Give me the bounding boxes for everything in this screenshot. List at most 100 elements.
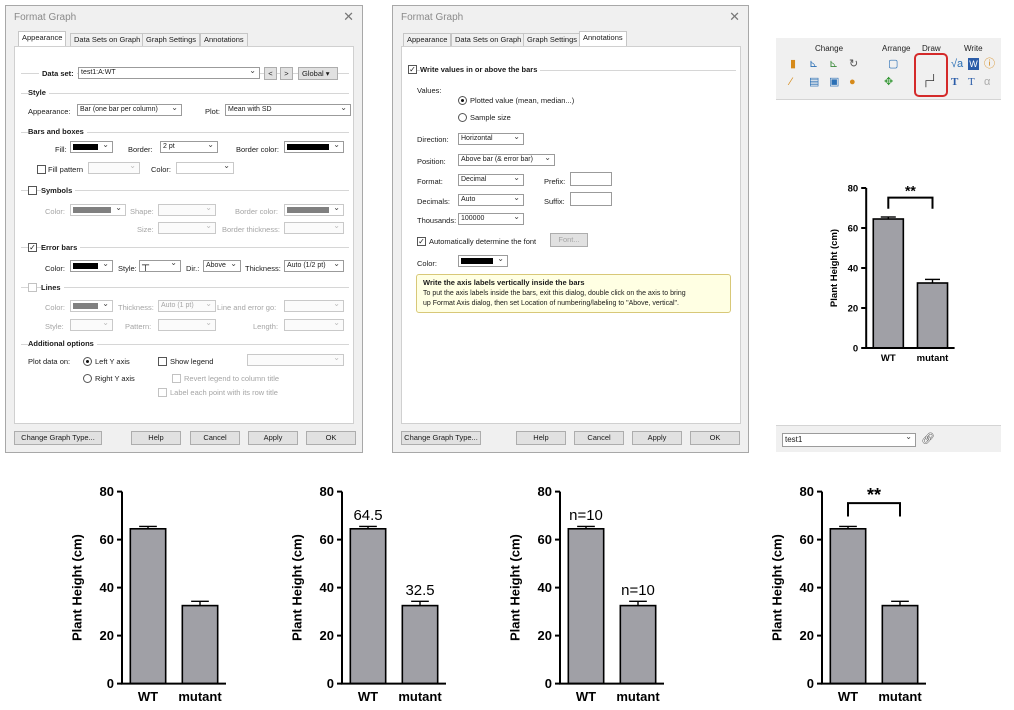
text-icon[interactable]: T	[968, 76, 975, 88]
group-icon[interactable]: ✥	[884, 76, 894, 88]
tab-graph-settings[interactable]: Graph Settings	[523, 33, 582, 46]
data-set-select[interactable]: test1:A:WT	[78, 67, 260, 79]
help-button[interactable]: Help	[516, 431, 566, 445]
border-color-swatch[interactable]	[284, 140, 344, 153]
color-scheme-icon[interactable]: ●	[849, 76, 856, 88]
lines-checkbox[interactable]	[28, 283, 37, 292]
format-select[interactable]: Decimal	[458, 174, 524, 186]
tab-annotations[interactable]: Annotations	[200, 33, 248, 46]
x-tick-label: WT	[358, 689, 378, 704]
font-button[interactable]: Font...	[550, 233, 588, 247]
revert-legend-checkbox[interactable]	[172, 374, 181, 383]
close-icon[interactable]: ✕	[729, 9, 740, 24]
tab-appearance[interactable]: Appearance	[403, 33, 452, 46]
write-values-checkbox[interactable]: ✓	[408, 65, 417, 74]
tab-appearance[interactable]: Appearance	[18, 31, 67, 46]
auto-font-checkbox[interactable]: ✓	[417, 237, 426, 246]
error-bars-checkbox[interactable]: ✓	[28, 243, 37, 252]
value-color-swatch[interactable]	[458, 254, 508, 267]
line-style-select[interactable]	[70, 319, 113, 331]
wand-icon[interactable]: ⁄	[790, 76, 792, 88]
graph-type-icon[interactable]: ▣	[829, 76, 840, 88]
thousands-select[interactable]: 100000	[458, 213, 524, 225]
info-icon[interactable]: ⓘ	[984, 58, 995, 70]
tab-annotations[interactable]: Annotations	[579, 31, 627, 46]
significance-bracket	[847, 502, 901, 517]
pattern-color-swatch[interactable]	[176, 161, 234, 174]
tab-data-sets[interactable]: Data Sets on Graph	[70, 33, 145, 46]
link-icon[interactable]: 🔗︎	[921, 433, 935, 445]
axis-icon[interactable]: ⊾	[809, 58, 819, 70]
size-select[interactable]	[158, 222, 216, 234]
change-graph-icon[interactable]: ▮	[790, 58, 797, 70]
global-button[interactable]: Global ▾	[298, 67, 338, 80]
line-color-swatch[interactable]	[70, 299, 113, 312]
prev-data-set-button[interactable]: <	[264, 67, 277, 80]
close-icon[interactable]: ✕	[343, 9, 354, 24]
error-style-select[interactable]: ┬	[139, 260, 181, 272]
legend-select[interactable]	[247, 354, 344, 366]
border-thickness-select[interactable]	[284, 222, 344, 234]
y-tick-label: 40	[538, 580, 552, 595]
prefix-input[interactable]	[570, 172, 612, 186]
style-header: Style	[28, 88, 49, 97]
apply-button[interactable]: Apply	[632, 431, 682, 445]
thickness-select[interactable]: Auto (1/2 pt)	[284, 260, 344, 272]
fill-pattern-select[interactable]	[88, 162, 140, 174]
cancel-button[interactable]: Cancel	[574, 431, 624, 445]
word-icon[interactable]: W	[968, 58, 979, 70]
symbol-color-swatch[interactable]	[70, 203, 126, 216]
position-select[interactable]: Above bar (& error bar)	[458, 154, 555, 166]
line-thickness-select[interactable]: Auto (1 pt)	[158, 300, 216, 312]
symbols-checkbox[interactable]	[28, 186, 37, 195]
shape-select[interactable]	[158, 204, 216, 216]
fill-color-swatch[interactable]	[70, 140, 113, 153]
show-legend-checkbox[interactable]	[158, 357, 167, 366]
line-error-select[interactable]	[284, 300, 344, 312]
sheet-select[interactable]: test1	[782, 433, 916, 447]
symbol-border-color-swatch[interactable]	[284, 203, 344, 216]
ok-button[interactable]: OK	[690, 431, 740, 445]
apply-button[interactable]: Apply	[248, 431, 298, 445]
change-graph-type-button[interactable]: Change Graph Type...	[14, 431, 102, 445]
next-data-set-button[interactable]: >	[280, 67, 293, 80]
revert-legend-label: Revert legend to column title	[184, 374, 280, 383]
text-bold-icon[interactable]: T	[951, 76, 959, 88]
bar	[829, 527, 867, 685]
appearance-select[interactable]: Bar (one bar per column)	[77, 104, 182, 116]
error-color-swatch[interactable]	[70, 259, 113, 272]
fill-pattern-checkbox[interactable]	[37, 165, 46, 174]
direction-select[interactable]: Horizontal	[458, 133, 524, 145]
size-label: Size:	[137, 225, 154, 234]
data-icon[interactable]: ⊾	[829, 58, 839, 70]
sample-size-radio[interactable]	[458, 113, 467, 122]
change-graph-type-button[interactable]: Change Graph Type...	[401, 431, 481, 445]
help-button[interactable]: Help	[131, 431, 181, 445]
border-select[interactable]: 2 pt	[160, 141, 218, 153]
swap-icon[interactable]: ↻	[849, 58, 859, 70]
tab-data-sets[interactable]: Data Sets on Graph	[451, 33, 526, 46]
left-y-axis-radio[interactable]	[83, 357, 92, 366]
plotted-value-radio[interactable]	[458, 96, 467, 105]
line-pattern-select[interactable]	[158, 319, 216, 331]
suffix-input[interactable]	[570, 192, 612, 206]
tab-graph-settings[interactable]: Graph Settings	[142, 33, 201, 46]
significance-label: **	[905, 183, 916, 199]
right-y-axis-radio[interactable]	[83, 374, 92, 383]
dir-select[interactable]: Above	[203, 260, 241, 272]
y-tick-label: 20	[800, 628, 814, 643]
y-axis-label: Plant Height (cm)	[290, 534, 305, 641]
y-tick-label: 20	[100, 628, 114, 643]
label-each-point-checkbox[interactable]	[158, 388, 167, 397]
format-icon[interactable]: ▤	[809, 76, 820, 88]
sqrt-icon[interactable]: √a	[951, 58, 964, 70]
arrange-icon[interactable]: ▢	[888, 58, 899, 70]
line-draw-icon[interactable]: ┌┘	[922, 75, 938, 87]
decimals-select[interactable]: Auto	[458, 194, 524, 206]
error-style-label: Style:	[118, 264, 137, 273]
alpha-icon[interactable]: α	[984, 76, 991, 88]
length-select[interactable]	[284, 319, 344, 331]
ok-button[interactable]: OK	[306, 431, 356, 445]
cancel-button[interactable]: Cancel	[190, 431, 240, 445]
plot-select[interactable]: Mean with SD	[225, 104, 351, 116]
